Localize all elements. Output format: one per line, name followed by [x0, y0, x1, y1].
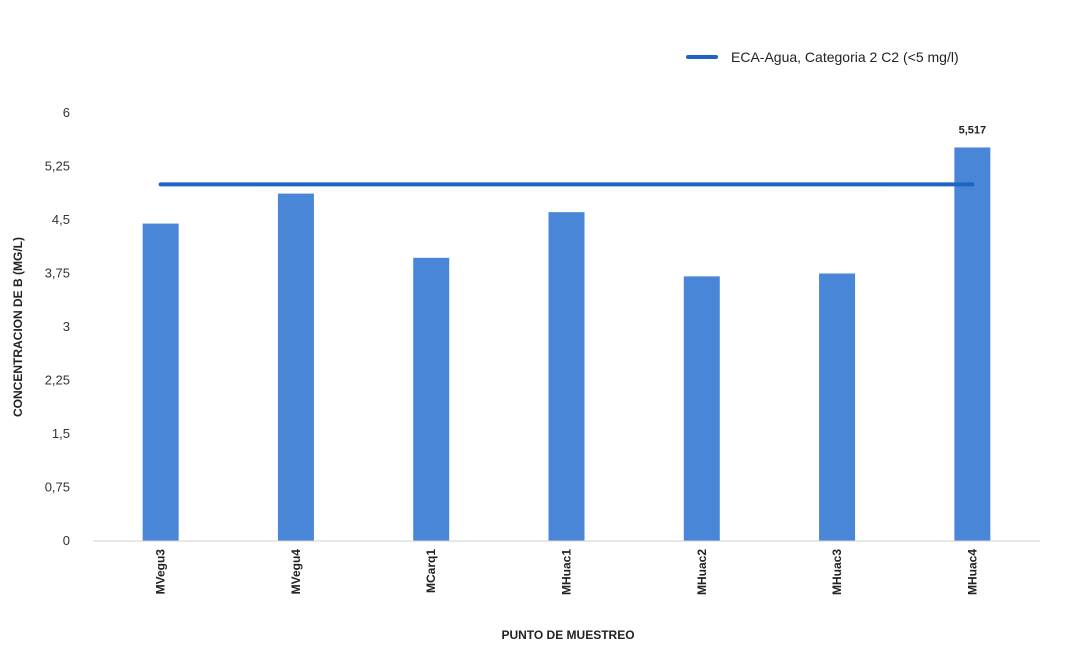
- y-axis-ticks: 0 0,75 1,5 2,25 3 3,75 4,5 5,25 6: [45, 105, 70, 548]
- x-tick-label: MHuac2: [695, 549, 709, 595]
- bars: [142, 147, 991, 542]
- bar-mhuac4: [954, 147, 991, 542]
- y-tick-label: 4,5: [52, 212, 70, 227]
- x-tick-label: MHuac1: [560, 549, 574, 595]
- x-axis-ticks: MVegu3 MVegu4 MCarq1 MHuac1 MHuac2 MHuac3 MHua…: [154, 549, 980, 595]
- x-axis-title: PUNTO DE MUESTREO: [501, 628, 634, 642]
- legend: ECA-Agua, Categoria 2 C2 (<5 mg/l): [686, 49, 959, 65]
- bar-mhuac2: [683, 276, 720, 541]
- bar-mcarq1: [413, 257, 450, 541]
- y-tick-label: 3,75: [45, 266, 70, 281]
- y-tick-label: 0: [63, 533, 70, 548]
- bar-mvegu4: [277, 193, 314, 541]
- y-tick-label: 6: [63, 105, 70, 120]
- y-tick-label: 5,25: [45, 159, 70, 174]
- x-tick-label: MCarq1: [424, 549, 438, 593]
- bar-mvegu3: [142, 223, 179, 542]
- bar-mhuac3: [819, 273, 856, 541]
- y-tick-label: 2,25: [45, 373, 70, 388]
- data-label: 5,517: [959, 124, 987, 136]
- x-tick-label: MHuac4: [965, 549, 979, 595]
- y-tick-label: 1,5: [52, 426, 70, 441]
- y-axis-title: CONCENTRACION DE B (MG/L): [11, 237, 25, 417]
- data-labels: 5,517: [959, 124, 987, 136]
- x-tick-label: MVegu4: [289, 549, 303, 595]
- bar-mhuac1: [548, 212, 585, 542]
- y-tick-label: 3: [63, 319, 70, 334]
- y-tick-label: 0,75: [45, 480, 70, 495]
- x-tick-label: MHuac3: [830, 549, 844, 595]
- legend-label: ECA-Agua, Categoria 2 C2 (<5 mg/l): [731, 49, 959, 65]
- x-tick-label: MVegu3: [154, 549, 168, 595]
